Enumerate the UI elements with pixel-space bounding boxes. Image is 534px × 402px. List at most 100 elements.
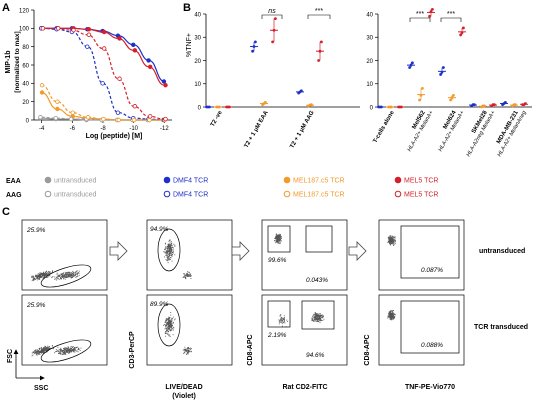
flow-event-dot [169,252,171,254]
flow-event-dot [67,276,69,278]
flow-event-dot [43,352,45,353]
flow-event-dot [77,272,79,274]
flow-event-dot [171,328,173,330]
flow-event-dot [317,315,319,317]
flow-event-dot [183,273,185,275]
flow-event-dot [188,274,190,276]
flow-event-dot [51,345,53,347]
flow-event-dot [62,354,63,356]
flow-event-dot [70,275,72,277]
flow-event-dot [187,349,189,351]
flow-event-dot [322,320,324,322]
panel-b-left-y-tick-label: 20 [194,59,201,65]
panel-b-right-data-point [429,10,433,14]
flow-event-dot [169,324,171,326]
flow-event-dot [68,348,70,350]
flow-event-dot [166,322,168,324]
flow-event-dot [64,352,66,354]
flow-event-dot [36,276,38,278]
flow-event-dot [43,349,45,350]
panel-a-data-point [131,42,136,48]
panel-b-right-data-point [462,26,465,30]
flow-event-dot [62,351,64,353]
flow-event-dot [75,273,77,275]
flow-event-dot [391,236,393,238]
flow-event-dot [65,276,66,278]
panel-a-data-point [101,29,107,35]
flow-event-dot [168,251,170,252]
flow-event-dot [388,236,390,238]
flow-event-dot [76,346,78,348]
flow-event-dot [314,319,316,321]
flow-event-dot [47,348,49,350]
flow-event-dot [164,321,166,323]
panel-b-left-y-tick-label: 40 [194,12,201,18]
panel-b-significance-label: *** [315,8,323,15]
flow-event-dot [277,243,279,245]
flow-event-dot [185,274,187,276]
flow-event-dot [37,277,39,278]
flow-event-dot [43,272,44,274]
flow-event-dot [279,235,280,237]
flow-event-dot [70,274,72,276]
flow-event-dot [279,240,281,242]
flow-event-dot [34,353,36,355]
flow-event-dot [44,350,46,352]
flow-event-dot [37,273,39,275]
flow-event-dot [33,278,35,280]
panel-b-right-data-point [440,70,444,74]
flow-event-dot [183,352,185,354]
flow-event-dot [185,349,187,351]
flow-event-dot [37,349,39,351]
flow-event-dot [282,319,284,321]
panel-b-left-data-point [310,103,313,107]
flow-event-dot [183,274,185,276]
flow-event-dot [164,321,166,323]
panel-a-data-point [39,90,45,95]
flow-event-dot [42,277,44,279]
flow-event-dot [391,242,393,243]
flow-event-dot [71,347,73,349]
flow-event-dot [286,319,288,321]
flow-event-dot [283,318,285,319]
flow-event-dot [50,272,52,274]
flow-gate-percent: 99.6% [268,257,287,264]
flow-event-dot [315,320,317,322]
legend-marker [163,190,171,198]
flow-event-dot [282,318,284,319]
flow-event-dot [57,274,59,276]
flow-gate-percent: 25.9% [26,227,46,234]
flow-event-dot [393,245,395,246]
panel-a-data-point [115,110,121,115]
legend: EAA AAG untransduced DMF4 TCR MEL187.c5 TC… [6,176,439,199]
legend-label: MEL187.c5 TCR [293,192,345,199]
flow-event-dot [166,323,168,325]
panel-b-right-data-point [449,98,452,102]
flow-event-dot [280,321,282,323]
panel-b-right-data-point [459,33,462,37]
flow-event-dot [61,276,63,278]
flow-event-dot [186,348,188,349]
flow-event-dot [389,239,390,241]
panel-a-data-point [55,99,60,104]
flow-event-dot [168,325,170,327]
flow-event-dot [278,238,280,240]
flow-event-dot [170,320,172,322]
flow-event-dot [315,315,317,317]
flow-event-dot [165,332,167,334]
flow-event-dot [388,315,390,317]
flow-event-dot [45,271,47,273]
flow-event-dot [76,350,78,352]
flow-event-dot [284,320,286,322]
flow-event-dot [48,273,49,275]
flow-event-dot [275,236,277,238]
flow-event-dot [168,320,170,322]
flow-event-dot [389,315,391,317]
flow-event-dot [311,319,313,321]
flow-event-dot [36,353,38,355]
flow-event-dot [170,248,172,250]
flow-event-dot [44,346,46,348]
flow-event-dot [163,324,165,326]
flow-event-dot [317,321,319,323]
flow-event-dot [41,347,43,349]
